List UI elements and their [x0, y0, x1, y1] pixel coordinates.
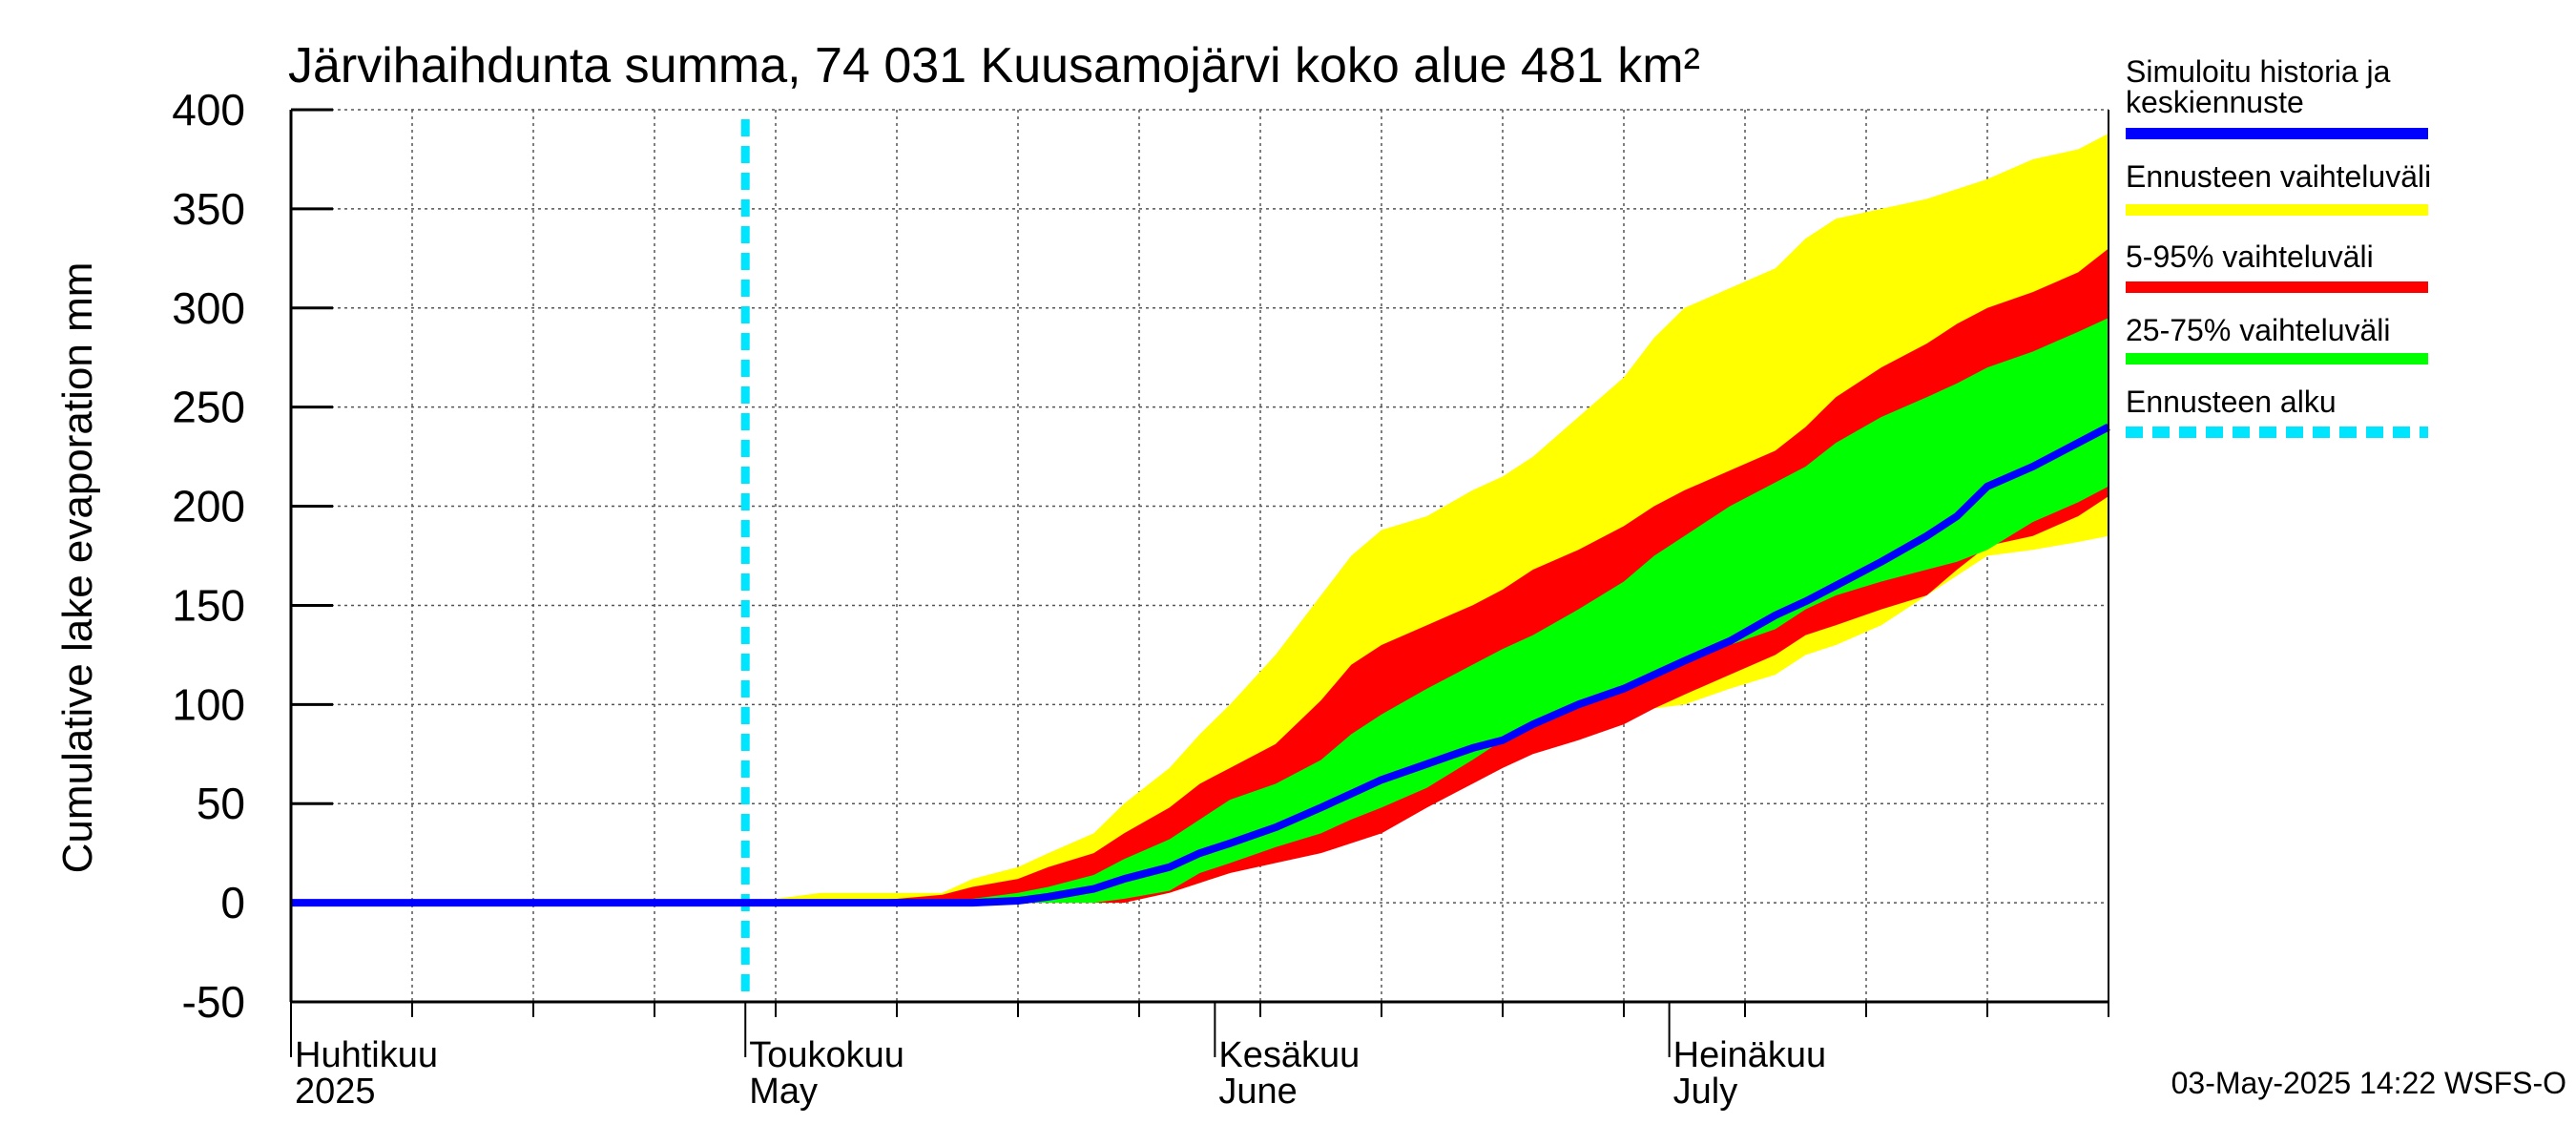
band-25-75	[291, 318, 2109, 904]
legend-label: Ennusteen alku	[2126, 385, 2337, 419]
chart-title: Järvihaihdunta summa, 74 031 Kuusamojärv…	[288, 38, 1700, 94]
y-tick-label: -50	[182, 977, 245, 1027]
x-month-sublabel: June	[1218, 1072, 1297, 1112]
timestamp-footer: 03-May-2025 14:22 WSFS-O	[2171, 1066, 2566, 1100]
x-month-label: Toukokuu	[749, 1035, 904, 1075]
y-tick-label: 300	[172, 283, 245, 333]
x-month-sublabel: May	[749, 1072, 818, 1112]
legend-label: 25-75% vaihteluväli	[2126, 313, 2391, 347]
legend-label: Ennusteen vaihteluväli	[2126, 159, 2431, 194]
legend-label: 5-95% vaihteluväli	[2126, 239, 2374, 274]
x-month-sublabel: July	[1673, 1072, 1738, 1112]
y-tick-label: 50	[197, 779, 245, 828]
y-tick-label: 0	[220, 878, 245, 927]
x-month-label: Heinäkuu	[1673, 1035, 1827, 1075]
y-tick-label: 350	[172, 184, 245, 234]
legend-label: Simuloitu historia ja keskiennuste	[2126, 54, 2391, 119]
x-month-label: Kesäkuu	[1218, 1035, 1360, 1075]
y-axis-label: Cumulative lake evaporation mm	[54, 262, 101, 874]
x-month-sublabel: 2025	[295, 1072, 376, 1112]
series-line-keskiennuste	[291, 423, 2110, 907]
y-tick-label: 100	[172, 679, 245, 729]
y-tick-label: 150	[172, 580, 245, 630]
y-tick-label: 400	[172, 85, 245, 135]
y-tick-label: 200	[172, 482, 245, 531]
legend: Simuloitu historia ja keskiennuste Ennuste…	[2126, 54, 2431, 438]
x-month-label: Huhtikuu	[295, 1035, 438, 1075]
y-tick-label: 250	[172, 383, 245, 432]
